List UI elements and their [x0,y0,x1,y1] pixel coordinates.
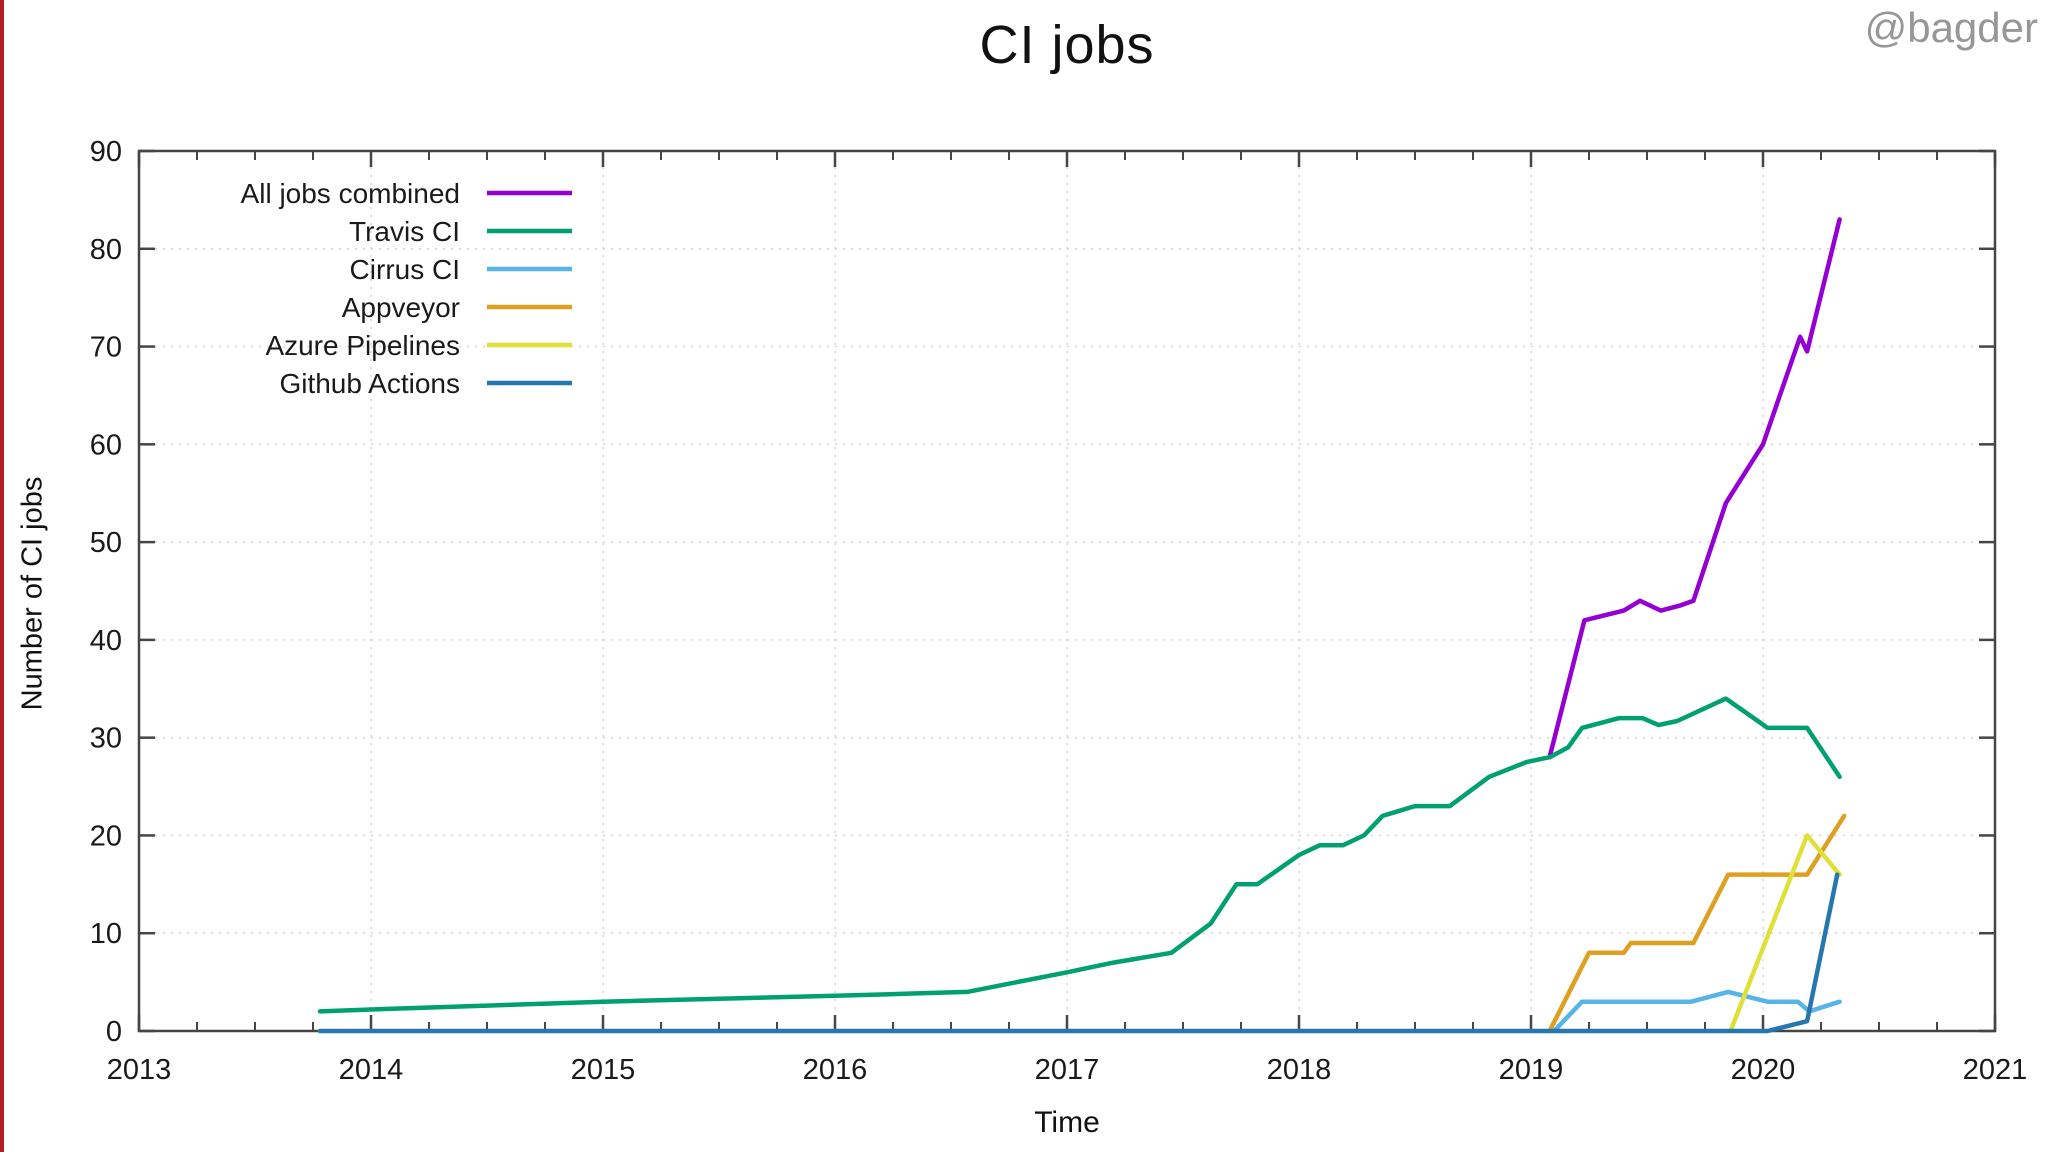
legend-label: Appveyor [342,292,460,323]
legend-label: Github Actions [279,368,460,399]
x-tick-label: 2016 [803,1054,868,1086]
x-tick-label: 2015 [571,1054,636,1086]
y-tick-label: 10 [90,918,122,950]
watermark-handle: @bagder [1864,4,2038,51]
series-line-azure-pipelines [1728,833,1842,1034]
y-tick-label: 20 [90,820,122,852]
red-edge-strip [0,0,4,1152]
y-tick-label: 40 [90,625,122,657]
x-tick-label: 2013 [107,1054,172,1086]
chart-title: CI jobs [979,15,1155,75]
series-line-travis-ci [317,696,1842,1014]
legend-label: Travis CI [349,216,460,247]
x-tick-label: 2018 [1267,1054,1332,1086]
legend-label: Cirrus CI [350,254,460,285]
x-tick-label: 2014 [339,1054,404,1086]
series-line-github-actions [317,872,1840,1034]
series-line-all-jobs-combined [1547,217,1842,760]
x-tick-label: 2017 [1035,1054,1100,1086]
y-tick-label: 50 [90,527,122,559]
y-axis-label: Number of CI jobs [16,476,49,711]
y-tick-label: 0 [106,1016,122,1048]
y-tick-label: 30 [90,723,122,755]
x-tick-label: 2021 [1963,1054,2028,1086]
y-tick-label: 80 [90,234,122,266]
legend-label: All jobs combined [241,178,460,209]
x-axis-label: Time [1034,1106,1100,1139]
y-tick-label: 70 [90,332,122,364]
legend-label: Azure Pipelines [265,330,460,361]
y-tick-label: 60 [90,429,122,461]
y-tick-label: 90 [90,136,122,168]
x-tick-label: 2019 [1499,1054,1564,1086]
x-tick-label: 2020 [1731,1054,1796,1086]
